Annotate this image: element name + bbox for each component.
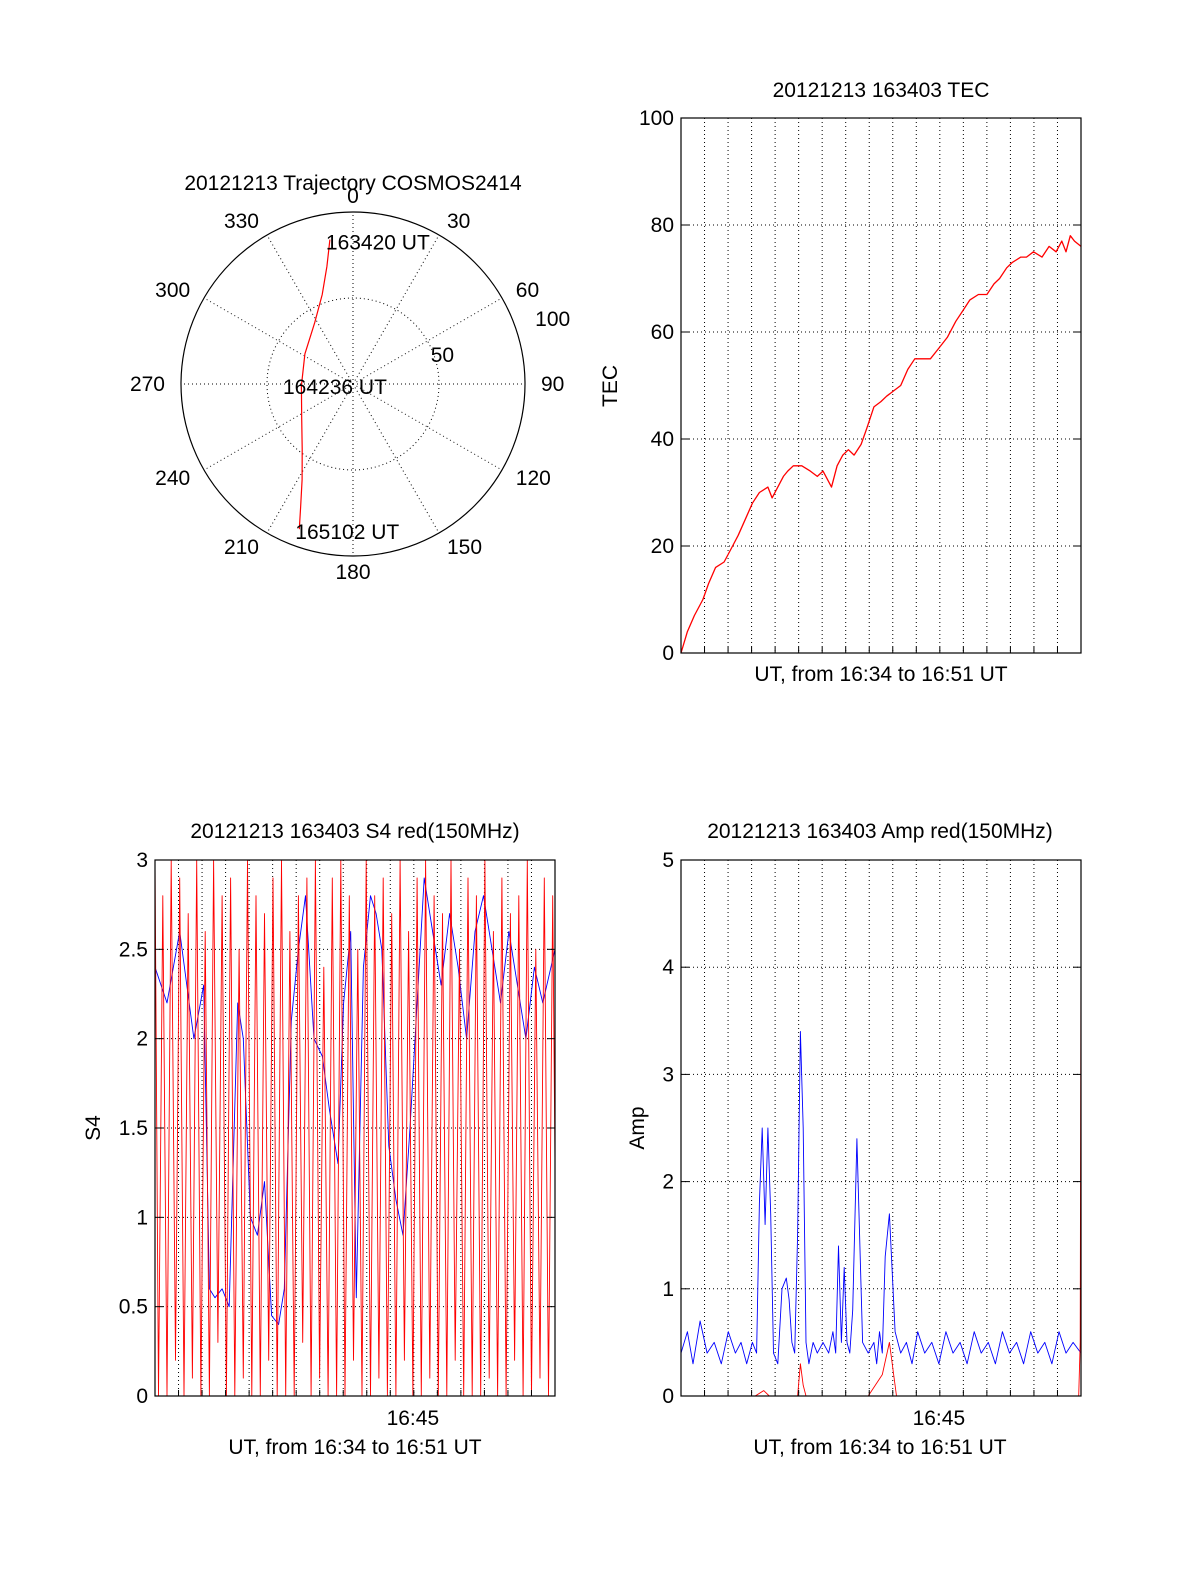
polar-title: 20121213 Trajectory COSMOS2414 [184, 172, 522, 195]
polar-radial-label: 50 [431, 344, 454, 367]
s4-y-label: S4 [82, 1115, 105, 1141]
polar-azimuth-label: 120 [516, 467, 551, 490]
tec-x-ticks [704, 647, 1058, 653]
s4-ytick-label: 3 [136, 849, 148, 872]
polar-azimuth-label: 90 [541, 373, 564, 396]
polar-azimuth-label: 270 [130, 373, 165, 396]
polar-azimuth-label: 210 [224, 536, 259, 559]
polar-grid [181, 212, 525, 556]
amp-y-label: Amp [626, 1106, 649, 1149]
amp-ytick-label: 5 [662, 849, 674, 872]
amp-x-label: UT, from 16:34 to 16:51 UT [753, 1436, 1006, 1459]
polar-grid-circle [266, 297, 440, 471]
polar-grid-spoke [352, 383, 440, 534]
trajectory-annotation: 164236 UT [283, 376, 387, 399]
polar-radial-labels: 50 100 [431, 308, 571, 367]
s4-x-label: UT, from 16:34 to 16:51 UT [228, 1436, 481, 1459]
amp-ytick-label: 4 [662, 956, 674, 979]
polar-azimuth-label: 150 [447, 536, 482, 559]
polar-grid-spoke [203, 297, 354, 385]
polar-grid-spoke [203, 383, 354, 471]
polar-grid-spoke [266, 383, 354, 534]
amp-series-1-line [681, 956, 1082, 1397]
tec-x-label: UT, from 16:34 to 16:51 UT [754, 663, 1007, 686]
s4-ytick-label: 0 [136, 1385, 148, 1408]
amp-plot: 20121213 163403 Amp red(150MHz) 0 1 2 3 4 5 1… [626, 820, 1082, 1459]
polar-azimuth-label: 180 [335, 561, 370, 584]
tec-y-ticks: 0 20 40 60 80 100 [639, 107, 1081, 665]
polar-azimuth-label: 0 [347, 185, 359, 208]
s4-ytick-label: 0.5 [119, 1296, 148, 1319]
amp-grid [681, 860, 1081, 1396]
amp-ytick-label: 3 [662, 1063, 674, 1086]
tec-plot: 20121213 163403 TEC 0 20 40 60 80 100 UT, fro… [599, 79, 1082, 686]
tec-grid [681, 118, 1081, 653]
s4-series-0-line [154, 877, 556, 1325]
polar-grid-spoke [352, 383, 503, 471]
polar-azimuth-label: 300 [155, 279, 190, 302]
polar-grid-spoke [266, 234, 354, 385]
s4-plot: 20121213 163403 S4 red(150MHz) 0 0.5 1 1.5 2… [82, 820, 556, 1459]
tec-ytick-label: 20 [651, 535, 674, 558]
amp-ytick-label: 1 [662, 1278, 674, 1301]
amp-frame [680, 859, 1082, 1397]
tec-ytick-label: 40 [651, 428, 674, 451]
tec-frame [680, 117, 1082, 654]
trajectory-line [298, 239, 331, 530]
tec-series [680, 235, 1082, 654]
polar-grid-spoke [352, 234, 440, 385]
tec-ytick-label: 0 [662, 642, 674, 665]
trajectory-polar-plot: 20121213 Trajectory COSMOS2414 0 30 60 90 12… [130, 172, 570, 584]
polar-azimuth-label: 330 [224, 210, 259, 233]
tec-series-0-line [680, 235, 1082, 654]
tec-y-label: TEC [599, 365, 622, 407]
amp-xtick-label: 16:45 [913, 1407, 966, 1430]
s4-xtick-label: 16:45 [387, 1407, 440, 1430]
s4-grid [155, 860, 555, 1396]
s4-title: 20121213 163403 S4 red(150MHz) [190, 820, 519, 843]
s4-ytick-label: 1.5 [119, 1117, 148, 1140]
amp-ytick-label: 2 [662, 1171, 674, 1194]
amp-y-ticks: 0 1 2 3 4 5 [662, 849, 1081, 1408]
s4-series [154, 859, 556, 1397]
tec-ytick-label: 80 [651, 214, 674, 237]
s4-y-ticks: 0 0.5 1 1.5 2 2.5 3 [119, 849, 555, 1408]
s4-series-1-line [154, 859, 556, 1397]
polar-azimuth-labels: 0 30 60 90 120 150 180 210 240 270 300 330 [130, 185, 564, 584]
polar-radial-label: 100 [535, 308, 570, 331]
amp-series [680, 956, 1082, 1397]
amp-title: 20121213 163403 Amp red(150MHz) [707, 820, 1053, 843]
tec-ytick-label: 60 [651, 321, 674, 344]
polar-azimuth-label: 30 [447, 210, 470, 233]
s4-ytick-label: 2.5 [119, 938, 148, 961]
polar-grid-spoke [352, 297, 503, 385]
s4-x-ticks: 16:45 [178, 1390, 532, 1430]
tec-ytick-label: 100 [639, 107, 674, 130]
polar-azimuth-label: 60 [516, 279, 539, 302]
tec-title: 20121213 163403 TEC [773, 79, 990, 102]
polar-azimuth-label: 240 [155, 467, 190, 490]
s4-ytick-label: 1 [136, 1206, 148, 1229]
amp-x-ticks: 16:45 [704, 1390, 1058, 1430]
trajectory-annotation: 165102 UT [295, 521, 399, 544]
trajectory-annotation: 163420 UT [326, 232, 430, 255]
amp-series-0-line [680, 1031, 1082, 1365]
amp-ytick-label: 0 [662, 1385, 674, 1408]
s4-ytick-label: 2 [136, 1028, 148, 1051]
trajectory-annotations: 163420 UT 164236 UT 165102 UT [283, 232, 430, 545]
polar-outer-circle [180, 211, 526, 557]
